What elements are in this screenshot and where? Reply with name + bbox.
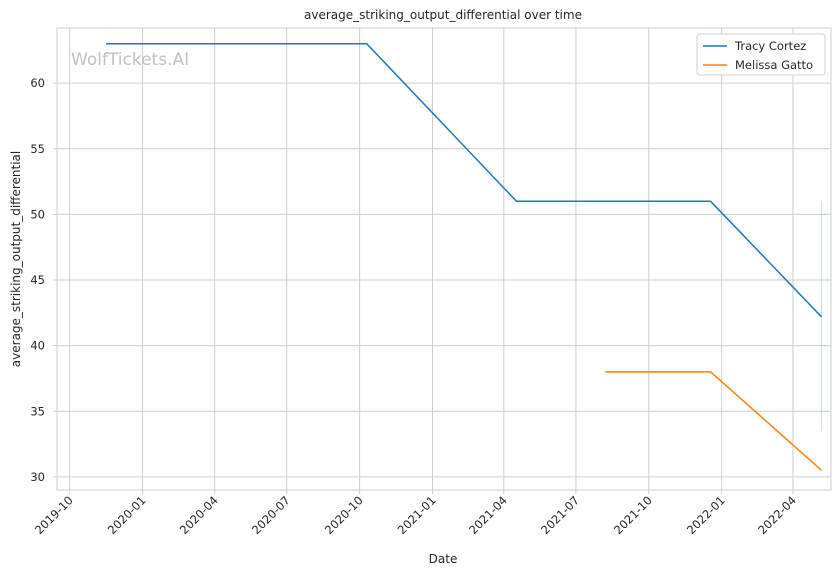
y-tick-label: 30 [30,470,45,484]
y-tick-label: 50 [30,207,45,221]
y-tick-label: 45 [30,273,45,287]
y-tick-label: 35 [30,404,45,418]
y-tick-label: 60 [30,76,45,90]
x-axis-title: Date [429,552,458,566]
y-axis-title: average_striking_output_differential [9,151,23,367]
legend-label: Melissa Gatto [735,58,813,72]
y-tick-label: 40 [30,339,45,353]
watermark: WolfTickets.AI [71,50,189,70]
legend-label: Tracy Cortez [734,39,806,53]
chart-title: average_striking_output_differential ove… [304,8,582,22]
y-tick-label: 55 [30,142,45,156]
legend: Tracy Cortez Melissa Gatto [697,34,825,75]
